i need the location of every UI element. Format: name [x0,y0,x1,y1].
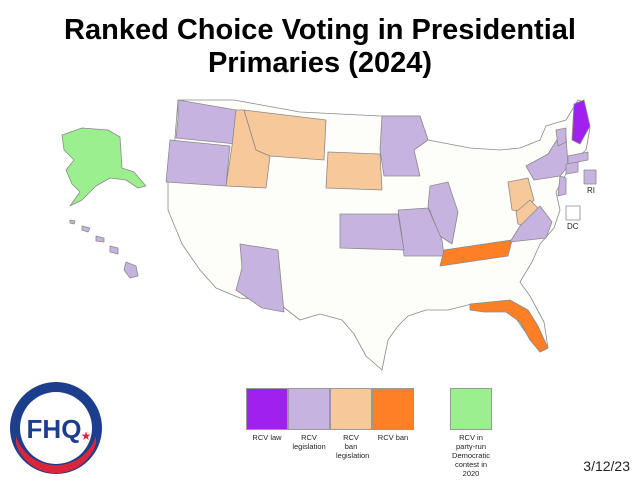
state-MA[interactable] [567,151,589,165]
state-HI[interactable] [123,261,139,279]
legend-swatch-rcv-ban [372,388,414,430]
state-HI-island-2[interactable] [109,245,119,255]
state-VA[interactable] [509,205,553,243]
state-KS[interactable] [339,213,405,251]
logo-red-swoosh [16,436,96,474]
state-IL[interactable] [427,181,459,245]
legend-item-rcv-ban: RCV ban [372,388,414,442]
fhq-logo: FHQ ★ [10,382,102,474]
state-RI[interactable] [583,169,597,185]
dc-label: DC [567,222,579,231]
legend-swatch-rcv-law [246,388,288,430]
legend: RCV law RCV legislation RCV ban legislat… [246,388,506,478]
legend-swatch-rcv-ban-legislation [330,388,372,430]
state-HI-island-4[interactable] [81,225,91,233]
state-HI-island-5[interactable] [69,219,76,225]
legend-label-rcv-party-run: RCV in party-run Democratic contest in 2… [452,433,490,478]
logo-text: FHQ [27,414,82,444]
state-TN[interactable] [439,239,513,267]
logo-inner-circle [20,392,92,464]
legend-swatch-rcv-legislation [288,388,330,430]
state-NY[interactable] [525,135,569,181]
state-FL[interactable] [469,299,549,353]
map-title: Ranked Choice Voting in Presidential Pri… [64,14,576,79]
legend-label-rcv-ban-legislation: RCV ban legislation [336,433,370,460]
legend-item-rcv-legislation: RCV legislation [288,388,330,451]
state-WA[interactable] [175,99,237,145]
state-SD[interactable] [325,151,383,191]
legend-label-rcv-legislation: RCV legislation [292,433,326,451]
state-AK[interactable] [61,127,147,207]
legend-item-rcv-law: RCV law [246,388,288,442]
legend-label-rcv-law: RCV law [252,433,282,442]
state-CT[interactable] [565,161,579,175]
legend-swatch-rcv-party-run [450,388,492,430]
legend-item-rcv-ban-legislation: RCV ban legislation [330,388,372,460]
state-ME[interactable] [571,99,591,145]
state-MN[interactable] [379,115,429,177]
logo-star-icon: ★ [81,429,92,443]
state-HI-group [69,219,139,279]
legend-item-rcv-party-run: RCV in party-run Democratic contest in 2… [450,388,492,478]
state-HI-island-3[interactable] [95,235,105,243]
legend-label-rcv-ban: RCV ban [377,433,409,442]
state-AZ[interactable] [235,243,285,313]
state-VT[interactable] [555,127,567,147]
date-stamp: 3/12/23 [583,458,630,474]
state-OR[interactable] [165,139,231,187]
state-MT[interactable] [243,109,327,161]
state-NJ[interactable] [557,175,567,197]
ri-label: RI [587,186,595,195]
dc-box[interactable] [565,205,581,221]
